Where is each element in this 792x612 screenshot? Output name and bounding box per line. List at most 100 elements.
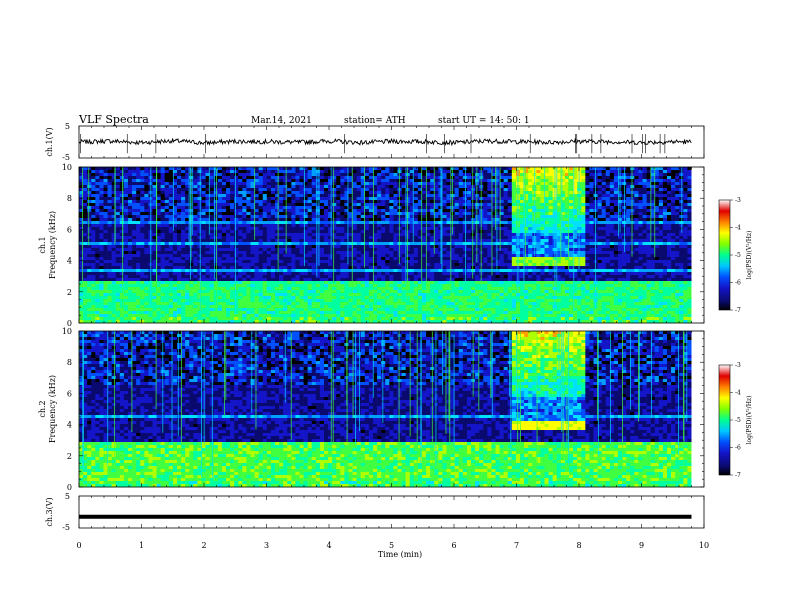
- spectrogram-cell: [422, 212, 427, 216]
- spectrogram-cell: [287, 215, 292, 219]
- spectrogram-cell: [254, 263, 259, 267]
- spectrogram-cell: [246, 248, 251, 252]
- spectrogram-cell: [385, 317, 390, 321]
- spectrogram-cell: [377, 284, 382, 288]
- spectrogram-cell: [107, 212, 112, 216]
- spectrogram-cell: [324, 239, 329, 243]
- spectrogram-cell: [393, 281, 398, 285]
- spectrogram-cell: [315, 236, 321, 240]
- spectrogram-cell: [177, 263, 182, 267]
- spectrogram-cell: [413, 233, 419, 237]
- spectrogram-cell: [119, 236, 125, 240]
- spectrogram-cell: [160, 269, 166, 273]
- spectrogram-cell: [287, 206, 292, 210]
- spectrogram-cell: [205, 200, 210, 204]
- spectrogram-cell: [373, 206, 378, 210]
- spectrogram-cell: [205, 278, 210, 282]
- spectrogram-cell: [181, 284, 186, 288]
- spectrogram-cell: [181, 308, 186, 312]
- spectrogram-cell: [95, 260, 100, 264]
- spectrogram-cell: [356, 242, 362, 246]
- spectrogram-cell: [79, 185, 84, 189]
- spectrogram-cell: [319, 236, 325, 240]
- spectrogram-cell: [99, 290, 104, 294]
- spectrogram-cell: [136, 260, 141, 264]
- spectrogram-cell: [246, 209, 251, 213]
- spectrogram-cell: [136, 188, 141, 192]
- spectrogram-cell: [340, 242, 345, 246]
- spectrogram-cell: [295, 203, 300, 207]
- spectrogram-cell: [132, 296, 137, 300]
- spectrogram-cell: [213, 272, 219, 276]
- spectrogram-cell: [458, 212, 464, 216]
- spectrogram-cell: [128, 170, 133, 174]
- spectrogram-cell: [209, 233, 215, 237]
- spectrogram-cell: [389, 248, 394, 252]
- spectrogram-cell: [246, 290, 251, 294]
- spectrogram-cell: [83, 290, 88, 294]
- spectrogram-cell: [262, 209, 268, 213]
- spectrogram-cell: [295, 263, 300, 267]
- spectrogram-cell: [275, 218, 280, 222]
- spectrogram-cell: [373, 314, 378, 318]
- spectrogram-cell: [344, 260, 349, 264]
- spectrogram-cell: [393, 296, 398, 300]
- spectrogram-cell: [111, 209, 117, 213]
- spectrogram-cell: [230, 251, 235, 255]
- spectrogram-cell: [295, 311, 300, 315]
- spectrogram-cell: [364, 302, 370, 306]
- spectrogram-cell: [205, 197, 210, 201]
- spectrogram-cell: [295, 302, 300, 306]
- spectrogram-cell: [209, 293, 215, 297]
- spectrogram-cell: [307, 236, 313, 240]
- spectrogram-cell: [295, 257, 300, 261]
- spectrogram-cell: [377, 287, 382, 291]
- spectrogram-cell: [234, 269, 239, 273]
- spectrogram-cell: [340, 176, 345, 180]
- spectrogram-cell: [91, 263, 96, 267]
- spectrogram-cell: [226, 293, 231, 297]
- spectrogram-cell: [181, 260, 186, 264]
- spectrogram-cell: [422, 275, 427, 279]
- spectrogram-cell: [164, 227, 170, 231]
- spectrogram-cell: [303, 218, 308, 222]
- spectrogram-cell: [144, 173, 149, 177]
- spectrogram-cell: [132, 233, 137, 237]
- spectrogram-cell: [213, 320, 219, 324]
- spectrogram-cell: [140, 167, 145, 171]
- spectrogram-cell: [295, 191, 300, 195]
- spectrogram-cell: [262, 290, 268, 294]
- spectrogram-cell: [230, 287, 235, 291]
- spectrogram-cell: [360, 311, 366, 315]
- spectrogram-cell: [311, 254, 317, 258]
- spectrogram-cell: [430, 209, 435, 213]
- spectrogram-cell: [401, 227, 406, 231]
- spectrogram-cell: [446, 236, 451, 240]
- spectrogram-cell: [103, 224, 108, 228]
- spectrogram-cell: [409, 230, 415, 234]
- spectrogram-cell: [79, 260, 84, 264]
- spectrogram-cell: [168, 311, 174, 315]
- spectrogram-cell: [91, 230, 96, 234]
- spectrogram-cell: [438, 176, 443, 180]
- spectrogram-cell: [136, 224, 141, 228]
- spectrogram-cell: [160, 281, 166, 285]
- spectrogram-cell: [450, 314, 455, 318]
- spectrogram-cell: [389, 215, 394, 219]
- spectrogram-cell: [148, 314, 153, 318]
- spectrogram-cell: [140, 185, 145, 189]
- spectrogram-cell: [181, 188, 186, 192]
- spectrogram-cell: [258, 281, 264, 285]
- spectrogram-cell: [230, 296, 235, 300]
- spectrogram-cell: [238, 233, 243, 237]
- spectrogram-cell: [258, 311, 264, 315]
- spectrogram-cell: [111, 218, 117, 222]
- spectrogram-cell: [344, 215, 349, 219]
- spectrogram-cell: [422, 305, 427, 309]
- spectrogram-cell: [315, 221, 321, 225]
- spectrogram-cell: [79, 257, 84, 261]
- spectrogram-cell: [168, 179, 174, 183]
- spectrogram-cell: [189, 191, 194, 195]
- spectrogram-cell: [246, 260, 251, 264]
- spectrogram-cell: [397, 299, 402, 303]
